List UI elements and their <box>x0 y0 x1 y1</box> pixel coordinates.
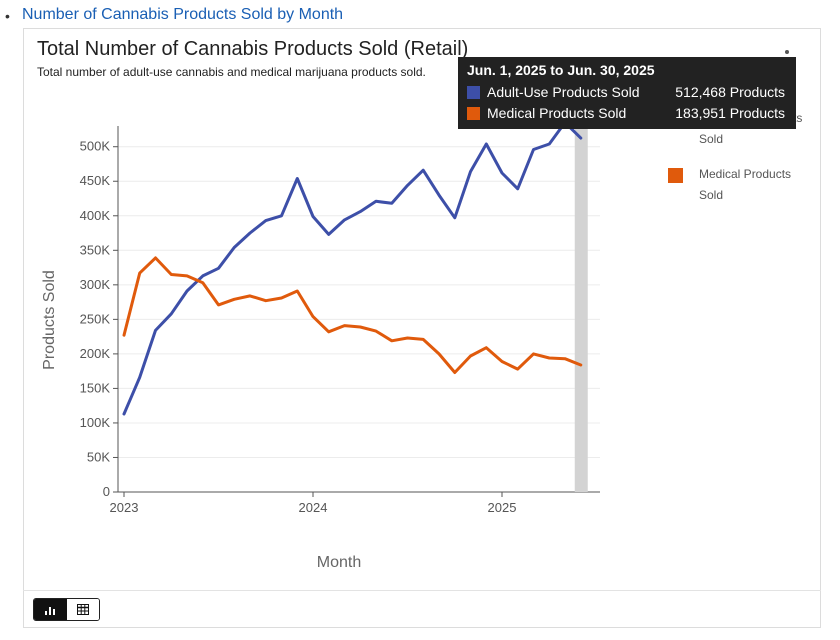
data-tooltip: Jun. 1, 2025 to Jun. 30, 2025 Adult-Use … <box>458 57 796 129</box>
y-tick-label: 200K <box>80 346 111 361</box>
y-tick-label: 150K <box>80 380 111 395</box>
y-tick-label: 250K <box>80 311 111 326</box>
tooltip-label-adult-use: Adult-Use Products Sold <box>487 84 640 100</box>
x-axis-label: Month <box>317 554 361 571</box>
y-tick-label: 500K <box>80 139 111 154</box>
series-line-medical[interactable] <box>122 256 583 374</box>
tooltip-value-medical: 183,951 Products <box>675 105 785 121</box>
legend-swatch-medical <box>668 168 683 183</box>
chart-subtitle: Total number of adult-use cannabis and m… <box>37 65 426 79</box>
legend-label-medical: Medical Products Sold <box>699 167 792 202</box>
x-tick-label: 2023 <box>110 500 139 515</box>
chart-title-link[interactable]: Number of Cannabis Products Sold by Mont… <box>22 6 344 23</box>
list-bullet: • <box>5 8 10 24</box>
card-divider <box>23 590 821 591</box>
view-toggle <box>33 598 100 621</box>
tooltip-value-adult-use: 512,468 Products <box>675 84 785 100</box>
bar-chart-icon <box>45 606 56 615</box>
y-tick-label: 0 <box>103 484 110 499</box>
y-tick-label: 50K <box>87 449 110 464</box>
y-tick-label: 300K <box>80 277 111 292</box>
y-tick-label: 450K <box>80 173 111 188</box>
chart-view-button[interactable] <box>34 599 67 620</box>
tooltip-swatch-adult-use <box>467 86 480 99</box>
x-tick-label: 2024 <box>299 500 328 515</box>
tooltip-label-medical: Medical Products Sold <box>487 105 627 121</box>
hover-highlight-band <box>574 116 588 492</box>
y-tick-label: 350K <box>80 242 111 257</box>
tooltip-swatch-medical <box>467 107 480 120</box>
y-tick-label: 400K <box>80 208 111 223</box>
series-line-adult-use[interactable] <box>122 121 583 416</box>
tooltip-row-adult-use: Adult-Use Products Sold 512,468 Products <box>467 82 787 103</box>
chart-title: Total Number of Cannabis Products Sold (… <box>37 38 469 60</box>
legend-item-medical[interactable]: Medical Products Sold <box>668 164 808 206</box>
table-view-button[interactable] <box>66 599 99 620</box>
tooltip-title: Jun. 1, 2025 to Jun. 30, 2025 <box>467 62 655 78</box>
y-axis-label: Products Sold <box>41 270 58 370</box>
table-icon <box>76 604 89 615</box>
y-tick-label: 100K <box>80 415 111 430</box>
x-tick-label: 2025 <box>488 500 517 515</box>
more-options-icon[interactable] <box>785 50 789 54</box>
tooltip-row-medical: Medical Products Sold 183,951 Products <box>467 103 787 124</box>
